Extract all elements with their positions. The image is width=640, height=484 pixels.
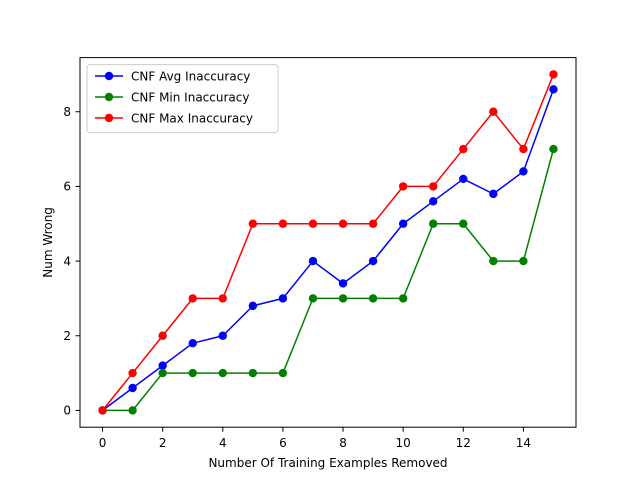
plot-frame [79,57,577,428]
x-tick-label: 14 [516,436,531,450]
data-point [429,182,438,191]
data-point [128,383,137,393]
legend-entry: CNF Min Inaccuracy [95,90,249,104]
data-point [519,144,528,154]
series-layer [98,70,558,415]
data-point [158,331,167,340]
x-tick-label: 6 [279,436,287,450]
series-line [101,73,555,412]
x-axis-label: Number Of Training Examples Removed [208,456,447,470]
data-point [278,368,288,378]
data-point [459,219,468,228]
series-line [101,88,555,412]
data-point [158,368,167,378]
data-point [398,182,408,191]
y-tick-label: 2 [63,329,71,343]
data-point [278,219,288,228]
data-point [128,406,137,415]
data-point [278,294,288,303]
data-point [188,368,197,378]
data-point [338,294,348,303]
data-point [519,256,528,266]
data-point [338,279,348,288]
data-point [308,256,318,266]
data-point [549,70,558,79]
data-point [368,256,378,266]
data-point [128,368,137,378]
data-point [398,219,408,228]
data-point [368,219,378,228]
x-tick-label: 2 [159,436,167,450]
data-point [188,294,197,303]
data-point [218,331,227,340]
y-tick-label: 0 [63,404,71,418]
data-point [248,219,258,228]
legend-label: CNF Avg Inaccuracy [131,69,250,83]
data-point [459,174,468,184]
data-point [218,294,227,303]
series-line [101,148,555,412]
legend-label: CNF Min Inaccuracy [131,90,249,104]
series-3 [98,70,558,415]
legend-entry: CNF Avg Inaccuracy [95,69,250,83]
legend-marker [104,113,114,123]
x-axis-ticks: 0 2 4 6 8 10 12 14 [99,427,531,450]
x-tick-label: 0 [99,436,107,450]
y-tick-label: 4 [63,254,71,268]
legend-entry: CNF Max Inaccuracy [95,111,253,125]
y-axis-ticks: 0 2 4 6 8 [63,105,80,418]
data-point [308,294,318,303]
x-tick-label: 10 [396,436,411,450]
y-tick-label: 8 [63,105,71,119]
legend: CNF Avg Inaccuracy CNF Min Inaccuracy CNF … [86,64,279,134]
data-point [429,197,438,206]
data-point [459,144,468,154]
legend-label: CNF Max Inaccuracy [131,111,253,125]
x-tick-label: 8 [339,436,347,450]
legend-marker [104,92,114,102]
legend-box [86,64,279,134]
data-point [218,368,227,378]
data-point [549,85,558,94]
y-tick-label: 6 [63,180,71,194]
data-point [308,219,318,228]
data-point [549,144,558,154]
x-tick-label: 4 [219,436,227,450]
data-point [489,189,498,199]
legend-marker [104,71,114,81]
data-point [489,107,498,116]
data-point [158,361,167,370]
data-point [338,219,348,228]
y-axis-label: Num Wrong [41,207,55,278]
data-point [519,167,528,176]
data-point [188,339,197,348]
data-point [398,294,408,303]
data-point [489,256,498,266]
data-point [98,406,107,415]
series-2 [98,144,558,415]
data-point [429,219,438,228]
data-point [248,301,258,311]
data-point [248,368,258,378]
data-point [368,294,378,303]
x-tick-label: 12 [456,436,471,450]
